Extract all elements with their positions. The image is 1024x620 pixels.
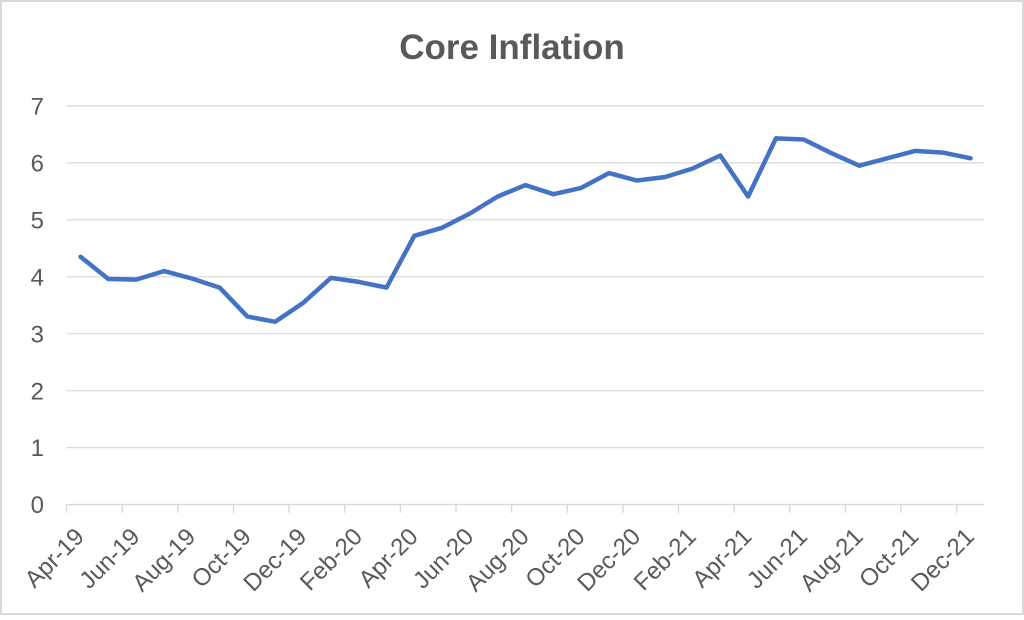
svg-text:2: 2 <box>31 378 44 405</box>
svg-text:3: 3 <box>31 321 44 348</box>
svg-text:1: 1 <box>31 435 44 462</box>
svg-text:6: 6 <box>31 151 44 178</box>
svg-text:0: 0 <box>31 492 44 519</box>
svg-text:4: 4 <box>31 264 44 291</box>
svg-text:5: 5 <box>31 207 44 234</box>
svg-text:Core Inflation: Core Inflation <box>399 28 625 67</box>
svg-text:7: 7 <box>31 94 44 121</box>
